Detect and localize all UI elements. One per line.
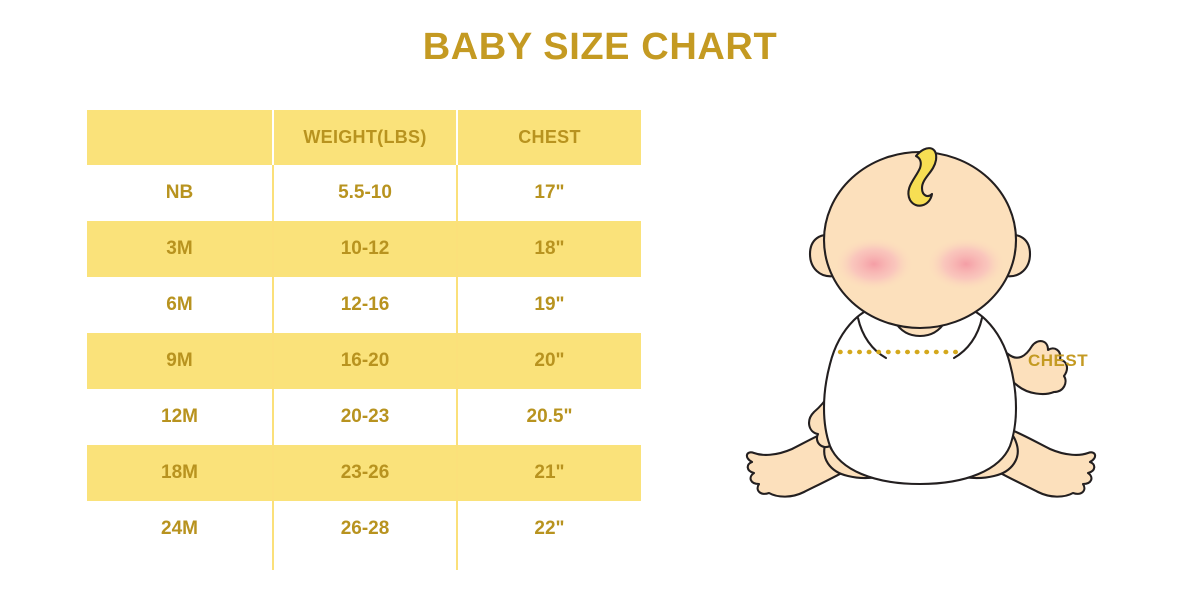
page-title: BABY SIZE CHART	[422, 26, 778, 68]
table-row: 6M 12-16 19"	[87, 277, 641, 333]
cell-size: 18M	[161, 462, 198, 483]
column-divider-tail-weight	[272, 502, 274, 570]
table-row: 18M 23-26 21"	[87, 445, 641, 501]
table-row: 24M 26-28 22"	[87, 501, 641, 557]
cell-weight: 10-12	[272, 221, 457, 277]
column-divider-tail-chest	[456, 502, 458, 570]
cell-size: 6M	[166, 294, 193, 315]
baby-illustration	[726, 140, 1116, 500]
baby-sleeve-right	[952, 316, 984, 360]
baby-onesie	[822, 296, 1018, 486]
cell-size: NB	[165, 182, 194, 203]
cell-size: 12M	[161, 406, 198, 427]
column-header-size	[87, 110, 273, 165]
hair-curl-icon	[907, 147, 938, 207]
table-row: 3M 10-12 18"	[87, 221, 641, 277]
cell-weight: 12-16	[272, 277, 457, 333]
cell-chest: 22"	[456, 501, 641, 557]
cell-weight: 23-26	[272, 445, 457, 501]
column-header-chest: CHEST	[456, 110, 641, 165]
table-row: 9M 16-20 20"	[87, 333, 641, 389]
cell-weight: 20-23	[272, 389, 457, 445]
cell-weight: 16-20	[272, 333, 457, 389]
baby-sleeve-left	[856, 316, 888, 360]
cell-weight: 5.5-10	[272, 165, 457, 221]
cell-chest: 21"	[456, 445, 641, 501]
table-row: 12M 20-23 20.5"	[87, 389, 641, 445]
cell-chest: 20.5"	[456, 389, 641, 445]
cell-chest: 17"	[456, 165, 641, 221]
cell-chest: 19"	[456, 277, 641, 333]
table-row: NB 5.5-10 17"	[87, 165, 641, 221]
cell-size: 9M	[166, 350, 193, 371]
cell-chest: 20"	[456, 333, 641, 389]
table-body: NB 5.5-10 17" 3M 10-12 18" 6M 12-16 19" …	[87, 165, 641, 557]
cell-weight: 26-28	[272, 501, 457, 557]
size-chart-table: WEIGHT(LBS) CHEST NB 5.5-10 17" 3M 10-12…	[87, 110, 641, 557]
cell-size: 3M	[166, 238, 193, 259]
table-header: WEIGHT(LBS) CHEST	[87, 110, 641, 165]
baby-cheek-left	[834, 237, 914, 291]
chest-measure-label: CHEST	[1028, 351, 1089, 370]
cell-chest: 18"	[456, 221, 641, 277]
cell-size: 24M	[161, 518, 198, 539]
table-header-row: WEIGHT(LBS) CHEST	[87, 110, 641, 165]
baby-cheek-right	[926, 237, 1006, 291]
column-header-weight: WEIGHT(LBS)	[272, 110, 457, 165]
